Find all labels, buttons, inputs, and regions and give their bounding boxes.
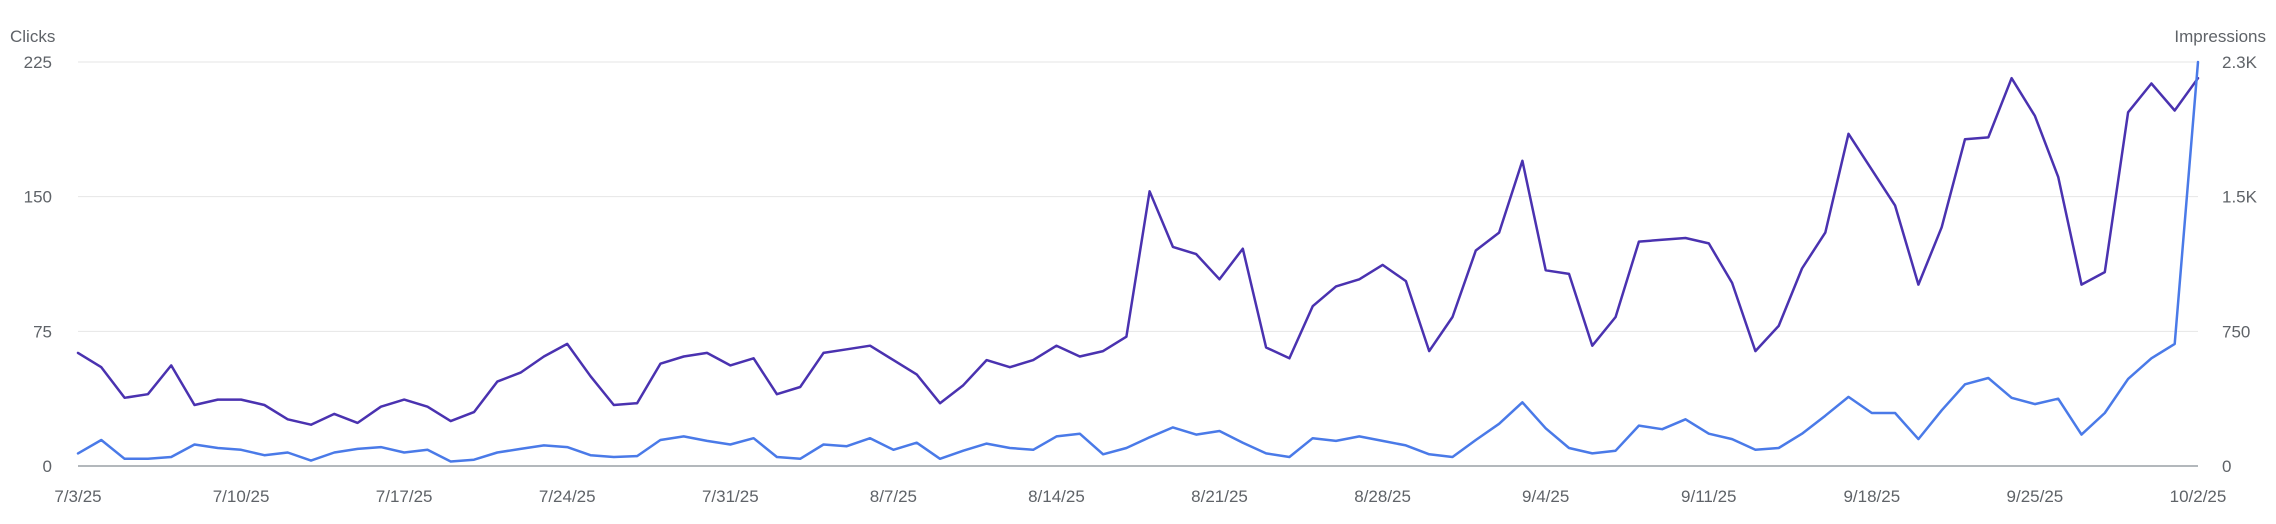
x-tick-label: 7/10/25: [213, 487, 270, 506]
x-tick-label: 7/31/25: [702, 487, 759, 506]
x-tick-label: 7/17/25: [376, 487, 433, 506]
right-tick-label: 750: [2222, 322, 2250, 341]
left-tick-label: 225: [24, 53, 52, 72]
x-tick-label: 10/2/25: [2170, 487, 2227, 506]
left-tick-label: 0: [43, 457, 52, 476]
x-tick-label: 7/24/25: [539, 487, 596, 506]
x-tick-label: 8/28/25: [1354, 487, 1411, 506]
x-tick-label: 8/7/25: [870, 487, 917, 506]
x-tick-label: 9/11/25: [1681, 487, 1736, 506]
left-axis-title: Clicks: [10, 27, 55, 46]
right-axis-title: Impressions: [2174, 27, 2266, 46]
x-tick-label: 9/4/25: [1522, 487, 1569, 506]
x-axis-ticks: 7/3/25 7/10/25 7/17/25 7/24/25 7/31/25 8/7/25…: [54, 487, 2226, 506]
x-tick-label: 9/18/25: [1843, 487, 1900, 506]
left-tick-label: 75: [33, 322, 52, 341]
x-tick-label: 8/14/25: [1028, 487, 1085, 506]
left-axis-ticks: 0 75 150 225: [24, 53, 52, 476]
left-tick-label: 150: [24, 188, 52, 207]
series-lines: [76, 60, 2200, 463]
right-tick-label: 1.5K: [2222, 188, 2258, 207]
gridlines: [78, 61, 2198, 467]
x-tick-label: 8/21/25: [1191, 487, 1248, 506]
series-line-clicks: [76, 76, 2200, 426]
right-axis-ticks: 0 750 1.5K 2.3K: [2222, 53, 2258, 476]
x-tick-label: 7/3/25: [54, 487, 101, 506]
right-tick-label: 2.3K: [2222, 53, 2258, 72]
x-tick-label: 9/25/25: [2007, 487, 2064, 506]
right-tick-label: 0: [2222, 457, 2231, 476]
series-line-impressions: [76, 60, 2200, 463]
